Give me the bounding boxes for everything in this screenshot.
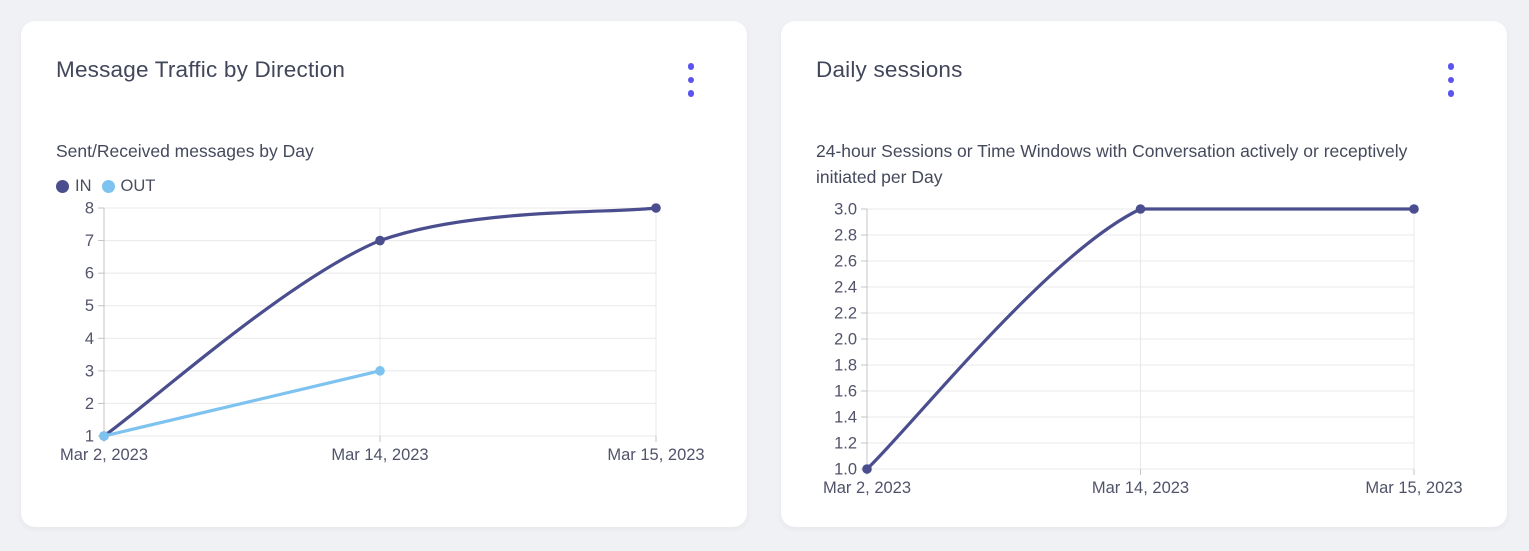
svg-text:Mar 14, 2023: Mar 14, 2023 <box>1092 479 1189 497</box>
svg-text:6: 6 <box>85 264 94 282</box>
svg-text:1.8: 1.8 <box>834 356 857 374</box>
kebab-menu-icon[interactable] <box>684 59 699 101</box>
svg-text:Mar 15, 2023: Mar 15, 2023 <box>1365 479 1462 497</box>
svg-text:8: 8 <box>85 199 94 217</box>
legend-label-out: OUT <box>120 176 156 195</box>
legend-dot-in <box>56 179 69 193</box>
line-chart-message-traffic[interactable]: 1 2 3 4 5 6 7 8 Mar 2, 2023 Mar 14, 2023 Mar 15, 2… <box>56 198 712 474</box>
card-subtitle: Sent/Received messages by Day <box>56 140 314 161</box>
svg-text:Mar 15, 2023: Mar 15, 2023 <box>607 446 704 464</box>
svg-text:1.2: 1.2 <box>834 434 857 452</box>
svg-text:2.6: 2.6 <box>834 252 857 270</box>
legend-item-in[interactable]: IN <box>56 177 92 196</box>
line-chart-daily-sessions[interactable]: 1.0 1.2 1.4 1.6 1.8 2.0 2.2 2.4 2.6 2.8 3.0 Mar 2, … <box>816 198 1472 506</box>
card-message-traffic: Message Traffic by Direction Sent/Receiv… <box>21 21 747 527</box>
svg-text:1.6: 1.6 <box>834 382 857 400</box>
card-title: Daily sessions <box>816 57 963 82</box>
kebab-menu-icon[interactable] <box>1444 59 1459 101</box>
svg-text:2.2: 2.2 <box>834 304 857 322</box>
svg-text:2: 2 <box>85 394 94 412</box>
svg-text:5: 5 <box>85 297 94 315</box>
legend-dot-out <box>101 179 115 193</box>
svg-text:7: 7 <box>85 232 94 250</box>
svg-text:3: 3 <box>85 362 94 380</box>
card-header: Message Traffic by Direction <box>56 55 712 101</box>
svg-text:4: 4 <box>85 329 94 347</box>
svg-text:1: 1 <box>85 427 94 445</box>
chart-legend: IN OUT <box>56 176 712 197</box>
svg-text:2.8: 2.8 <box>834 226 857 244</box>
card-daily-sessions: Daily sessions 24-hour Sessions or Time … <box>781 21 1507 527</box>
svg-text:3.0: 3.0 <box>834 200 857 218</box>
svg-text:2.4: 2.4 <box>834 278 857 296</box>
legend-item-out[interactable]: OUT <box>101 176 156 196</box>
svg-text:Mar 2, 2023: Mar 2, 2023 <box>60 446 148 464</box>
card-subtitle: 24-hour Sessions or Time Windows with Co… <box>816 140 1408 187</box>
card-title: Message Traffic by Direction <box>56 57 346 82</box>
legend-label-in: IN <box>75 176 92 195</box>
svg-text:1.4: 1.4 <box>834 408 857 426</box>
svg-text:2.0: 2.0 <box>834 330 857 348</box>
svg-text:1.0: 1.0 <box>834 460 857 478</box>
svg-text:Mar 14, 2023: Mar 14, 2023 <box>331 446 428 464</box>
svg-text:Mar 2, 2023: Mar 2, 2023 <box>823 479 911 497</box>
card-header: Daily sessions <box>816 55 1472 101</box>
